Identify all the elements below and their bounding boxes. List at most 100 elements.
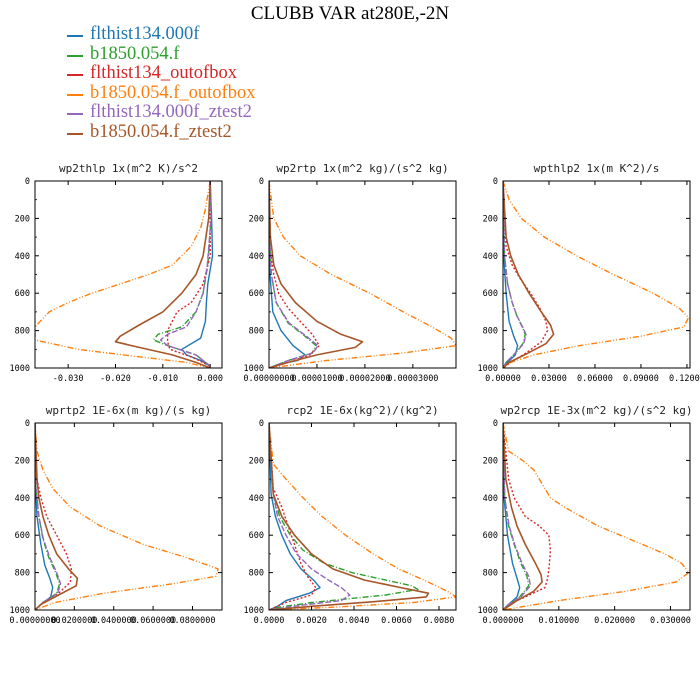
- y-tick-label: 400: [249, 252, 264, 262]
- panel-title: wp2rtp 1x(m^2 kg)/(s^2 kg): [276, 162, 448, 175]
- x-tick-label: 0.0600000: [130, 616, 176, 626]
- series-line: [503, 181, 555, 368]
- panel-title: wpthlp2 1x(m K^2)/s: [534, 162, 660, 175]
- y-tick-label: 0: [493, 177, 498, 187]
- y-tick-label: 1000: [10, 364, 30, 374]
- series-line: [269, 423, 351, 610]
- y-tick-label: 400: [483, 494, 498, 504]
- series-line: [35, 181, 211, 368]
- x-tick-label: 0.03000: [531, 374, 567, 384]
- y-tick-label: 1000: [244, 364, 264, 374]
- series-line: [166, 181, 211, 367]
- series-line: [269, 423, 317, 610]
- series-line: [35, 423, 79, 610]
- y-tick-label: 600: [483, 531, 498, 541]
- series-line: [35, 423, 73, 610]
- x-tick-label: 0.00001000: [291, 374, 342, 384]
- plot-panel: rcp2 1E-6x(kg^2)/(kg^2) 0 200 400 600 800 1000…: [244, 404, 457, 626]
- x-tick-label: 0.000000: [483, 616, 524, 626]
- y-tick-label: 800: [15, 569, 30, 579]
- y-tick-label: 200: [15, 456, 30, 466]
- x-tick-label: 0.09000: [623, 374, 659, 384]
- y-tick-label: 200: [15, 214, 30, 224]
- y-tick-label: 1000: [478, 606, 498, 616]
- y-tick-label: 1000: [244, 606, 264, 616]
- x-tick-label: 0.000: [197, 374, 223, 384]
- x-tick-label: 0.00002000: [339, 374, 390, 384]
- panel-title: wprtp2 1E-6x(m kg)/(s kg): [46, 404, 212, 417]
- y-tick-label: 800: [15, 327, 30, 337]
- y-tick-label: 1000: [10, 606, 30, 616]
- series-line: [269, 423, 430, 610]
- x-tick-label: 0.0200000: [51, 616, 97, 626]
- series-line: [503, 423, 552, 610]
- y-tick-label: 0: [259, 419, 264, 429]
- plot-frame: [502, 180, 691, 369]
- y-tick-label: 400: [15, 252, 30, 262]
- y-tick-label: 400: [483, 252, 498, 262]
- series-line: [269, 423, 321, 610]
- x-tick-label: 0.06000: [577, 374, 613, 384]
- series-line: [503, 181, 690, 368]
- y-tick-label: 0: [25, 177, 30, 187]
- x-tick-label: 0.00000000: [243, 374, 294, 384]
- plot-panel: wprtp2 1E-6x(m kg)/(s kg) 0 200 400 600 800 10…: [9, 404, 223, 626]
- plot-panel: wp2rtp 1x(m^2 kg)/(s^2 kg) 0 200 400 600 800 1…: [243, 162, 457, 384]
- legend-swatch: [67, 74, 83, 76]
- legend-label: flthist134_outofbox: [90, 63, 237, 83]
- legend-swatch: [67, 54, 83, 57]
- y-tick-label: 0: [25, 419, 30, 429]
- y-tick-label: 600: [249, 289, 264, 299]
- x-tick-label: -0.010: [147, 374, 178, 384]
- x-tick-label: 0.0080: [424, 616, 455, 626]
- series-line: [503, 181, 527, 368]
- series-group: [503, 181, 690, 368]
- x-tick-label: 0.0400000: [91, 616, 137, 626]
- x-tick-label: 0.0020: [296, 616, 327, 626]
- legend-label: b1850.054.f: [90, 43, 180, 64]
- y-tick-label: 0: [259, 177, 264, 187]
- series-line: [503, 423, 690, 610]
- legend-label: b1850.054.f_ztest2: [90, 121, 232, 142]
- plot-frame: [34, 180, 223, 369]
- x-tick-label: 0.0040: [339, 616, 370, 626]
- series-line: [269, 181, 320, 368]
- series-line: [269, 181, 456, 368]
- series-group: [35, 423, 219, 610]
- legend-label: flthist134.000f: [90, 24, 200, 44]
- y-tick-label: 800: [483, 569, 498, 579]
- plot-frame: [268, 422, 457, 611]
- series-line: [269, 181, 364, 368]
- series-line: [35, 423, 219, 610]
- y-tick-label: 200: [249, 456, 264, 466]
- x-tick-label: 0.0800000: [169, 616, 215, 626]
- series-line: [159, 181, 212, 367]
- plot-frame: [268, 180, 457, 369]
- figure-title: CLUBB VAR at280E,-2N: [250, 3, 450, 24]
- legend-label: b1850.054.f_outofbox: [90, 82, 256, 103]
- series-line: [269, 423, 456, 610]
- y-tick-label: 600: [15, 289, 30, 299]
- series-group: [35, 181, 214, 368]
- plot-frame: [34, 422, 223, 611]
- plot-panel: wpthlp2 1x(m K^2)/s 0 200 400 600 800 10000.00…: [478, 162, 700, 384]
- plot-panel: wp2rcp 1E-3x(m^2 kg)/(s^2 kg)0 200 400 600 8…: [478, 404, 693, 626]
- legend-swatch: [67, 93, 83, 96]
- x-tick-label: 0.0000: [254, 616, 285, 626]
- y-tick-label: 600: [249, 531, 264, 541]
- y-tick-label: 800: [483, 327, 498, 337]
- y-tick-label: 600: [15, 531, 30, 541]
- legend-label: flthist134.000f_ztest2: [90, 102, 252, 122]
- x-tick-label: 0.00003000: [387, 374, 438, 384]
- legend-swatch: [67, 113, 83, 115]
- y-tick-label: 400: [15, 494, 30, 504]
- panel-title: wp2thlp 1x(m^2 K)/s^2: [59, 162, 198, 175]
- y-tick-label: 800: [249, 327, 264, 337]
- y-tick-label: 1000: [478, 364, 498, 374]
- y-tick-label: 600: [483, 289, 498, 299]
- y-tick-label: 200: [249, 214, 264, 224]
- series-line: [35, 423, 61, 610]
- legend-swatch: [67, 35, 83, 37]
